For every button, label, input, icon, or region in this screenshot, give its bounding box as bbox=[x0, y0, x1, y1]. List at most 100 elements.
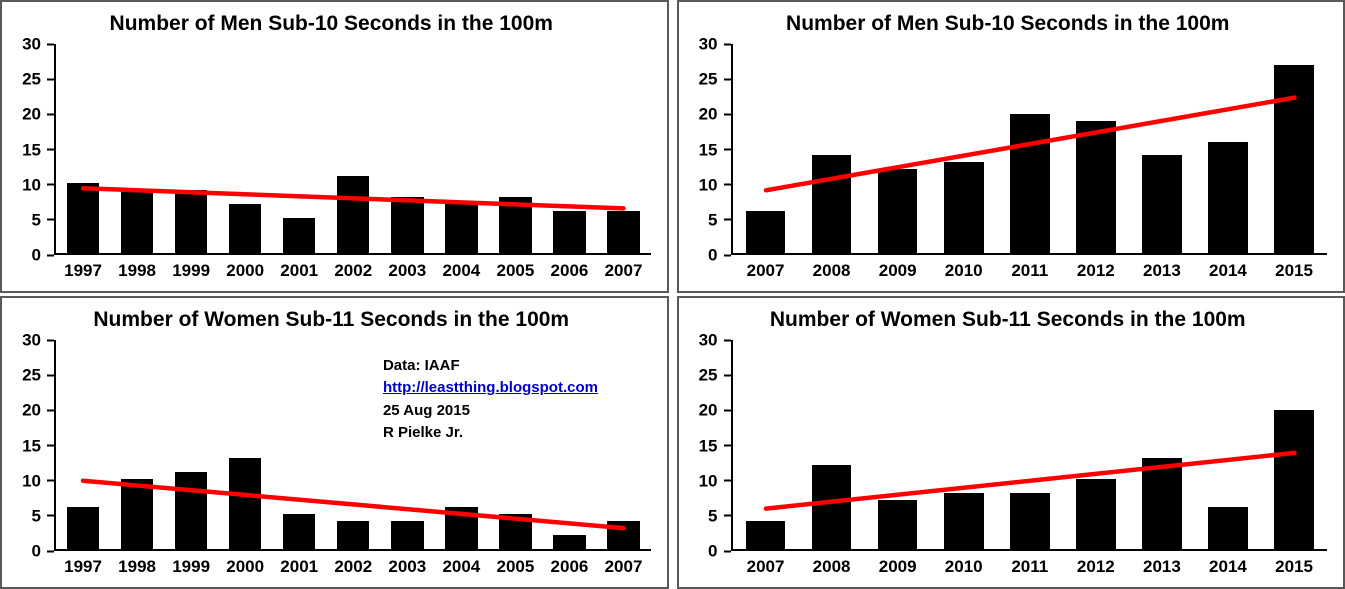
bar-slot bbox=[799, 340, 865, 549]
bar-slot bbox=[218, 44, 272, 253]
bar-slot bbox=[218, 340, 272, 549]
x-axis: 1997 1998 1999 2000 2001 2002 2003 2004 2005 2006… bbox=[56, 255, 651, 289]
x-tick-label: 2015 bbox=[1275, 557, 1313, 576]
y-tick-label: 10 bbox=[685, 472, 731, 489]
bar bbox=[174, 472, 208, 549]
bar bbox=[745, 211, 786, 253]
bar bbox=[445, 507, 478, 549]
bar-slot bbox=[164, 340, 218, 549]
bar bbox=[1142, 458, 1182, 549]
bar-slot bbox=[434, 44, 488, 253]
bar-slot bbox=[272, 340, 326, 549]
y-tick-label: 20 bbox=[685, 402, 731, 419]
chart-body: 0 5 10 15 20 25 30 Data: IAAF http://leastthin… bbox=[8, 332, 655, 560]
annotation-link[interactable]: http://leastthing.blogspot.com bbox=[382, 379, 598, 397]
bar bbox=[337, 521, 370, 549]
x-tick-label: 2007 bbox=[746, 557, 785, 576]
x-tick-label: 2013 bbox=[1142, 261, 1181, 280]
bars bbox=[733, 44, 1328, 253]
bar-slot bbox=[1129, 44, 1195, 253]
annotation-date: 25 Aug 2015 bbox=[382, 401, 470, 419]
y-tick-label: 30 bbox=[685, 332, 731, 349]
y-tick-label: 25 bbox=[685, 367, 731, 384]
bar-slot bbox=[326, 44, 380, 253]
x-tick-label: 1997 bbox=[64, 261, 102, 280]
bar-slot bbox=[596, 44, 650, 253]
bar-slot bbox=[542, 44, 596, 253]
bar bbox=[553, 535, 586, 549]
bar-slot bbox=[272, 44, 326, 253]
x-tick-label: 2011 bbox=[1011, 557, 1049, 576]
x-tick-label: 2005 bbox=[496, 261, 535, 280]
y-axis: 0 5 10 15 20 25 30 bbox=[685, 332, 731, 560]
y-tick-label: 30 bbox=[8, 36, 54, 53]
bars bbox=[733, 340, 1328, 549]
bar bbox=[391, 521, 424, 549]
bar bbox=[943, 162, 984, 253]
y-tick-label: 10 bbox=[685, 176, 731, 193]
chart-panel-men-2007-2015: Number of Men Sub-10 Seconds in the 100m… bbox=[676, 0, 1345, 293]
x-tick-label: 2011 bbox=[1011, 261, 1049, 280]
bar bbox=[607, 521, 640, 549]
x-tick-label: 2006 bbox=[550, 557, 589, 576]
bar-slot bbox=[1195, 44, 1261, 253]
x-tick-label: 2010 bbox=[944, 261, 983, 280]
bar bbox=[1274, 409, 1314, 549]
chart-title: Number of Men Sub-10 Seconds in the 100m bbox=[109, 12, 553, 35]
bar-slot bbox=[997, 340, 1063, 549]
y-tick-label: 15 bbox=[685, 437, 731, 454]
x-axis: 2007 2008 2009 2010 2011 2012 2013 2014 2015 bbox=[733, 551, 1328, 585]
bar-slot bbox=[164, 44, 218, 253]
bar-slot bbox=[1063, 44, 1129, 253]
x-tick-label: 2014 bbox=[1209, 557, 1247, 576]
bar-slot bbox=[733, 340, 799, 549]
x-tick-label: 2001 bbox=[280, 557, 319, 576]
chart-panel-men-1997-2007: Number of Men Sub-10 Seconds in the 100m… bbox=[0, 0, 669, 293]
bar-slot bbox=[997, 44, 1063, 253]
y-tick-label: 5 bbox=[8, 507, 54, 524]
y-tick-label: 0 bbox=[685, 543, 731, 560]
x-tick-label: 2007 bbox=[604, 261, 643, 280]
bar bbox=[1076, 120, 1116, 253]
bar bbox=[1274, 64, 1314, 253]
x-tick-label: 2005 bbox=[496, 557, 535, 576]
x-tick-label: 2000 bbox=[226, 261, 265, 280]
bar-slot bbox=[488, 44, 542, 253]
bar bbox=[1076, 479, 1116, 549]
x-tick-label: 1998 bbox=[118, 557, 156, 576]
bar bbox=[745, 521, 786, 549]
bar bbox=[1208, 141, 1248, 253]
bar bbox=[1142, 155, 1182, 253]
chart-panel-women-2007-2015: Number of Women Sub-11 Seconds in the 10… bbox=[676, 296, 1345, 589]
bar bbox=[1009, 113, 1050, 253]
bar-slot bbox=[799, 44, 865, 253]
bar-slot bbox=[1129, 340, 1195, 549]
bar bbox=[943, 493, 984, 549]
bar-slot bbox=[542, 340, 596, 549]
bar bbox=[445, 204, 478, 253]
plot-area bbox=[730, 340, 1328, 551]
bar bbox=[607, 211, 640, 253]
plot-area bbox=[730, 44, 1328, 255]
y-tick-label: 10 bbox=[8, 176, 54, 193]
bar bbox=[228, 204, 262, 253]
chart-body: 0 5 10 15 20 25 30 bbox=[685, 332, 1332, 560]
bar bbox=[877, 500, 918, 549]
bar-slot bbox=[865, 340, 931, 549]
bar bbox=[877, 169, 918, 253]
x-tick-label: 2013 bbox=[1142, 557, 1181, 576]
bar-slot bbox=[110, 340, 164, 549]
chart-title: Number of Men Sub-10 Seconds in the 100m bbox=[786, 12, 1230, 35]
bar bbox=[120, 190, 154, 253]
y-tick-label: 20 bbox=[8, 402, 54, 419]
bar bbox=[1208, 507, 1248, 549]
y-tick-label: 15 bbox=[685, 141, 731, 158]
plot-area bbox=[54, 44, 651, 255]
chart-title: Number of Women Sub-11 Seconds in the 10… bbox=[769, 308, 1246, 331]
y-tick-label: 30 bbox=[8, 332, 54, 349]
bar-slot bbox=[1261, 44, 1327, 253]
x-tick-label: 2007 bbox=[604, 557, 643, 576]
bar bbox=[283, 218, 316, 253]
y-tick-label: 5 bbox=[685, 507, 731, 524]
